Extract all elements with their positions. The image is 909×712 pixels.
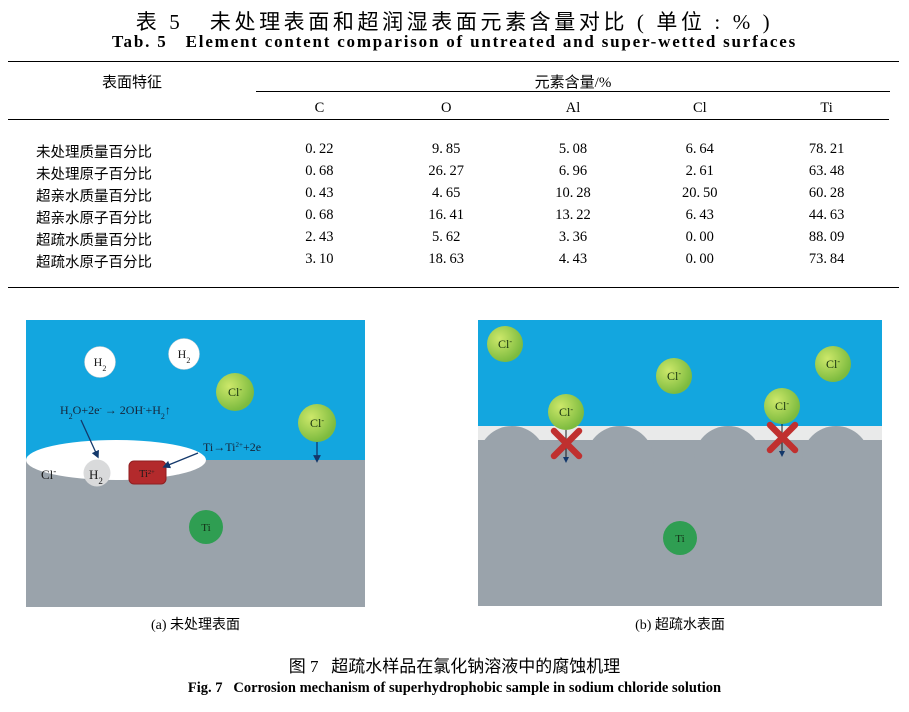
svg-text:Ti→Ti2++2e: Ti→Ti2++2e bbox=[203, 440, 261, 454]
svg-text:Ti: Ti bbox=[675, 533, 684, 545]
svg-text:Ti: Ti bbox=[201, 522, 210, 534]
